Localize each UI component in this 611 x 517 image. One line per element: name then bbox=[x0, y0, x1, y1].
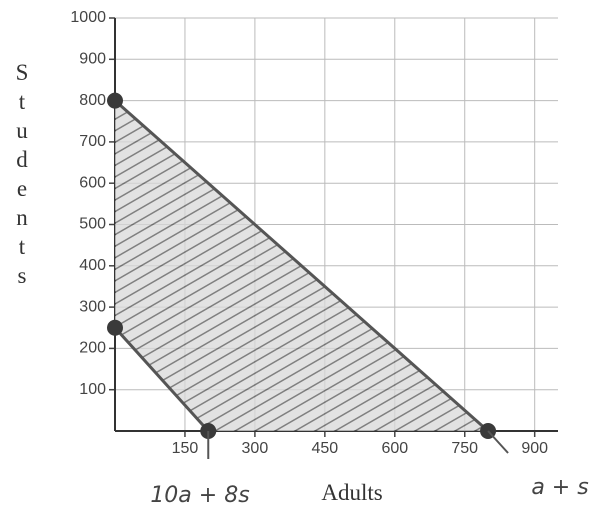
y-tick-label: 900 bbox=[79, 51, 106, 68]
x-tick-label: 750 bbox=[451, 440, 478, 457]
x-tick-label: 150 bbox=[172, 440, 199, 457]
line bbox=[113, 326, 210, 433]
point bbox=[107, 319, 123, 336]
line bbox=[114, 99, 490, 433]
annotation: 10a + 8s bbox=[150, 483, 249, 508]
y-tick-label: 600 bbox=[79, 174, 106, 191]
x-tick-label: 900 bbox=[521, 440, 548, 457]
y-tick-label: 800 bbox=[79, 92, 106, 109]
y-tick-label: 400 bbox=[79, 257, 106, 274]
arrow bbox=[487, 430, 509, 454]
y-axis-label: Students bbox=[10, 60, 35, 292]
y-tick-label: 700 bbox=[79, 133, 106, 150]
point bbox=[107, 92, 123, 109]
x-tick-label: 450 bbox=[311, 440, 338, 457]
x-tick-label: 300 bbox=[242, 440, 269, 457]
annotation: a + s bbox=[531, 475, 588, 500]
y-tick-label: 200 bbox=[79, 340, 106, 357]
x-tick-label: 600 bbox=[381, 440, 408, 457]
x-axis-label: Adults bbox=[321, 480, 382, 505]
y-tick-label: 300 bbox=[79, 298, 106, 315]
y-tick-label: 100 bbox=[79, 381, 106, 398]
y-tick-label: 500 bbox=[79, 216, 106, 233]
y-tick-label: 1000 bbox=[70, 9, 106, 26]
